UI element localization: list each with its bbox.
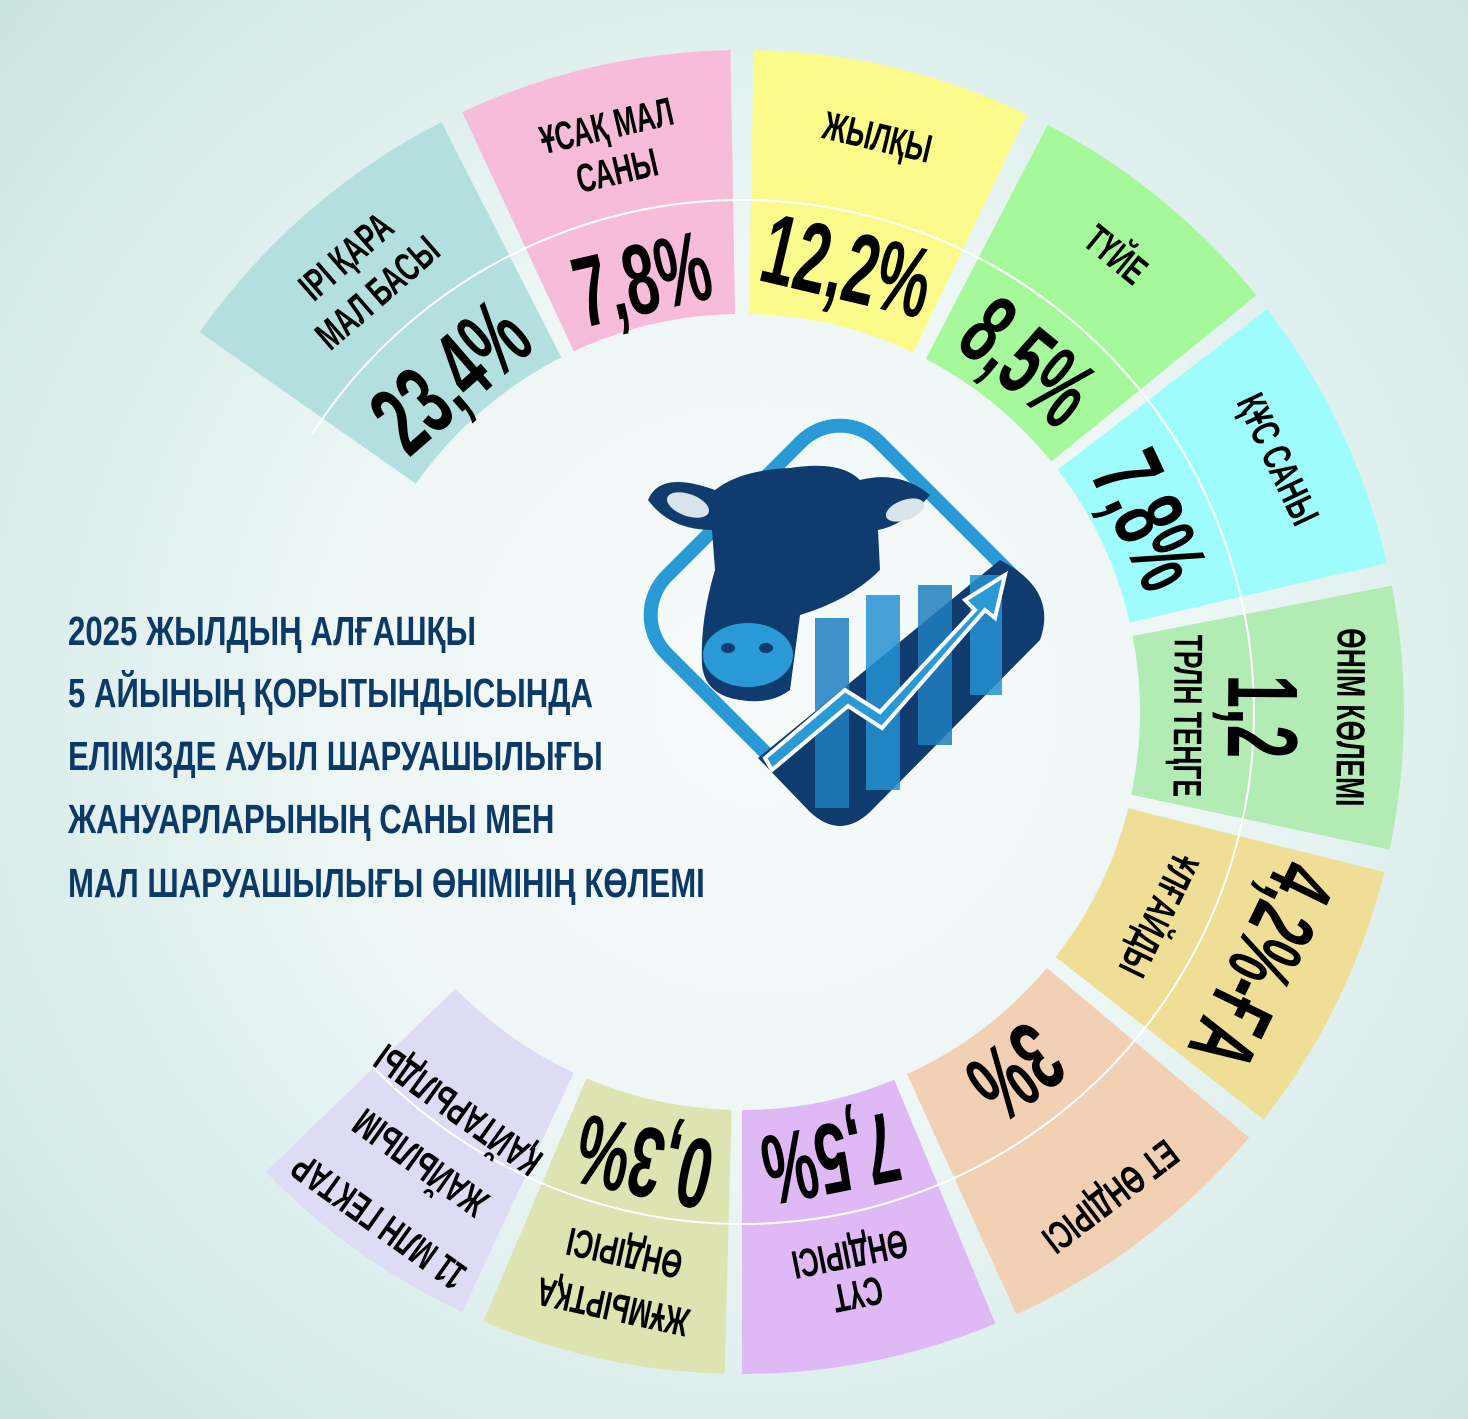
segment-camels	[925, 124, 1257, 462]
ring-divider-line	[311, 199, 1256, 1226]
segment-label: ӨНІМ КӨЛЕМІ	[1327, 628, 1373, 807]
segment-label: СҮТ	[829, 1267, 887, 1321]
headline-line: ЖАНУАРЛАРЫНЫҢ САНЫ МЕН	[67, 796, 554, 842]
headline-line: МАЛ ШАРУАШЫЛЫҒЫ ӨНІМІНІҢ КӨЛЕМІ	[68, 860, 705, 906]
cow-with-growth-chart-icon	[643, 418, 1045, 826]
segment-value: 1,2	[1206, 674, 1318, 758]
segment-horses	[748, 50, 1027, 353]
segment-cattle	[199, 122, 562, 484]
segment-label: ТРЛН ТЕҢГЕ	[1164, 635, 1210, 798]
headline-line: 5 АЙЫНЫҢ ҚОРЫТЫНДЫСЫНДА	[68, 669, 593, 716]
segment-pastures	[265, 988, 574, 1312]
segment-output-volume	[1131, 585, 1404, 850]
segment-milk	[742, 1079, 996, 1374]
segment-value: 7,5%	[753, 1090, 909, 1226]
segment-poultry	[1057, 308, 1388, 623]
headline-line: 2025 ЖЫЛДЫҢ АЛҒАШҚЫ	[68, 608, 476, 654]
headline: 2025 ЖЫЛДЫҢ АЛҒАШҚЫ 5 АЙЫНЫҢ ҚОРЫТЫНДЫСЫ…	[67, 608, 705, 906]
segment-meat	[907, 967, 1250, 1315]
segment-small-livestock	[462, 50, 736, 352]
ring-segments	[199, 50, 1404, 1374]
segment-increase	[1055, 808, 1385, 1120]
headline-line: ЕЛІМІЗДЕ АУЫЛ ШАРУАШЫЛЫҒЫ	[68, 733, 603, 779]
segment-eggs	[483, 1078, 732, 1374]
